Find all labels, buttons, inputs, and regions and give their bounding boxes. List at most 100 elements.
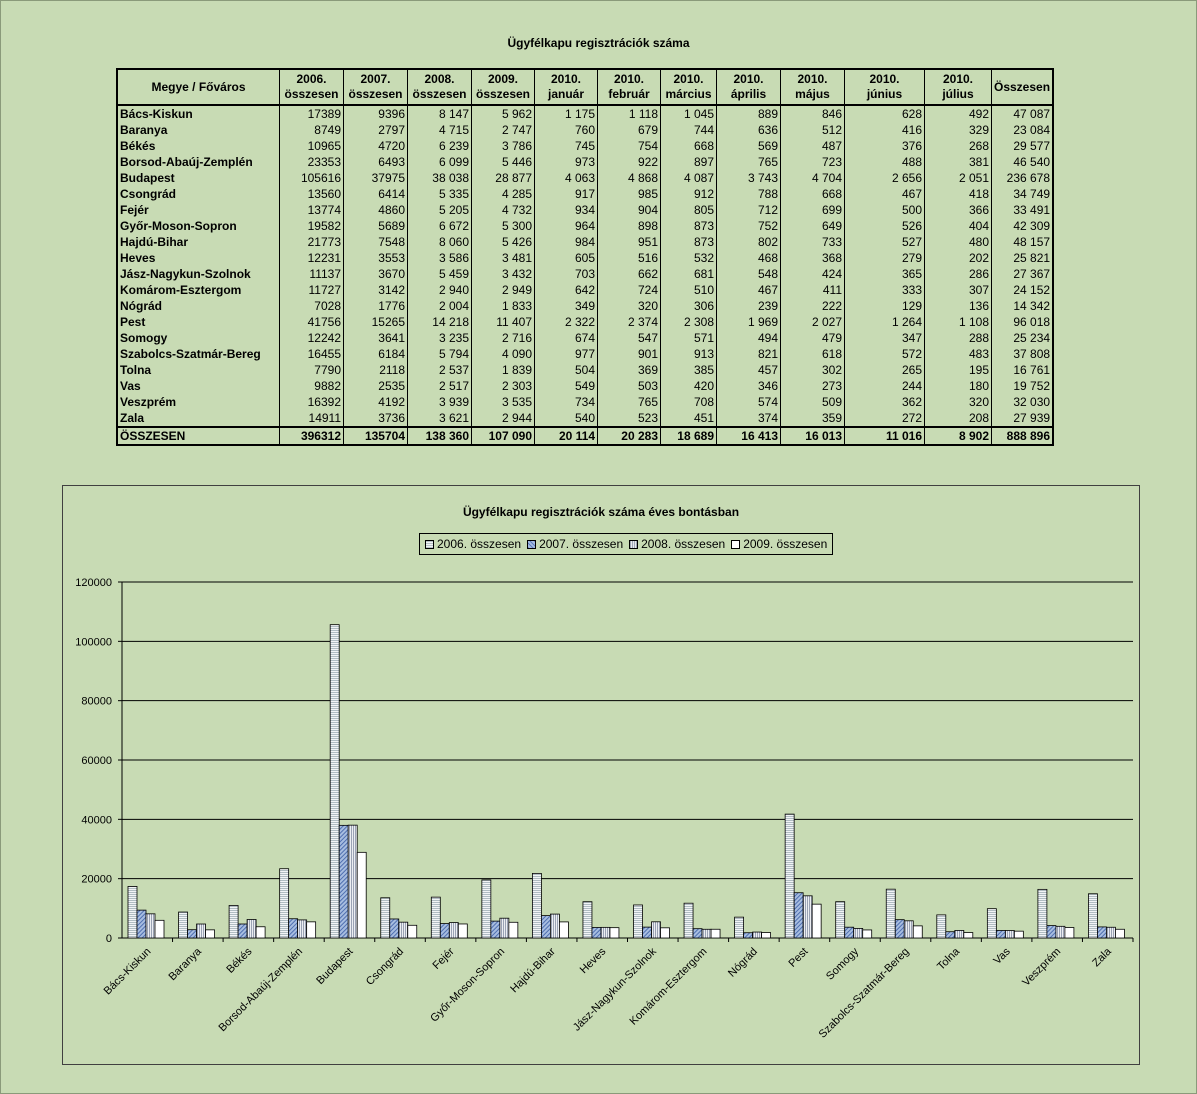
bar — [136, 909, 147, 939]
value-cell: 571 — [660, 330, 717, 346]
value-cell: 5 426 — [471, 234, 535, 250]
table-row: Bács-Kiskun 17389 9396 8 147 5 962 1 175 1 118… — [116, 105, 1054, 122]
value-cell: 416 — [844, 122, 925, 138]
bar — [380, 897, 391, 939]
legend-label: 2007. összesen — [539, 537, 624, 551]
table-row: Fejér 13774 4860 5 205 4 732 934 904 805 712 699 5… — [116, 202, 1054, 218]
table-row: Budapest 105616 37975 38 038 28 877 4 063 4 86… — [116, 170, 1054, 186]
value-cell: 6 099 — [407, 154, 472, 170]
total-row: ÖSSZESEN 396312 135704 138 360 107 090 20 114… — [116, 426, 1054, 445]
value-cell: 1776 — [343, 298, 408, 314]
value-cell: 320 — [924, 394, 992, 410]
value-cell: 32 030 — [991, 394, 1054, 410]
value-cell: 320 — [597, 298, 661, 314]
value-cell: 368 — [780, 250, 845, 266]
value-cell: 6414 — [343, 186, 408, 202]
bar — [761, 932, 771, 939]
value-cell: 898 — [597, 218, 661, 234]
bar — [811, 903, 822, 939]
value-cell: 418 — [924, 186, 992, 202]
bar — [752, 931, 762, 939]
value-cell: 1 118 — [597, 105, 661, 122]
bar — [389, 918, 400, 939]
value-cell: 668 — [660, 138, 717, 154]
bar — [954, 930, 965, 939]
x-tick-label: Pest — [786, 946, 810, 970]
value-cell: 2 303 — [471, 378, 535, 394]
bar — [196, 923, 206, 939]
bar — [407, 924, 418, 939]
value-cell: 302 — [780, 362, 845, 378]
legend-swatch — [425, 539, 434, 549]
bar — [1097, 926, 1107, 939]
county-name-cell: Vas — [116, 378, 280, 394]
value-cell: 723 — [780, 154, 845, 170]
bar — [701, 928, 712, 939]
column-header: 2008. összesen — [407, 68, 472, 106]
x-tick-label: Vas — [991, 945, 1013, 967]
x-tick-label: Bács-Kiskun — [102, 946, 154, 998]
bar — [490, 920, 501, 939]
legend-swatch — [731, 539, 741, 549]
bar — [398, 921, 409, 939]
bar — [793, 892, 804, 939]
value-cell: 2 374 — [597, 314, 661, 330]
x-tick-label: Baranya — [166, 945, 204, 983]
value-cell: 904 — [597, 202, 661, 218]
value-cell: 138 360 — [407, 426, 472, 445]
value-cell: 279 — [844, 250, 925, 266]
bar — [1055, 925, 1066, 939]
value-cell: 369 — [597, 362, 661, 378]
chart-title: Ügyfélkapu regisztrációk száma éves bont… — [462, 505, 740, 519]
column-header-line1: 2010. — [942, 72, 974, 86]
value-cell: 3142 — [343, 282, 408, 298]
x-tick-label: Jász-Nagykun-Szolnok — [571, 945, 659, 1033]
bar — [802, 895, 813, 939]
value-cell: 618 — [780, 346, 845, 362]
value-cell: 4720 — [343, 138, 408, 154]
value-cell: 2 517 — [407, 378, 472, 394]
value-cell: 222 — [780, 298, 845, 314]
column-header: 2010. február — [597, 68, 661, 106]
value-cell: 411 — [780, 282, 845, 298]
value-cell: 272 — [844, 410, 925, 427]
county-name-cell: Pest — [116, 314, 280, 330]
value-cell: 744 — [660, 122, 717, 138]
value-cell: 8749 — [279, 122, 344, 138]
value-cell: 8 147 — [407, 105, 472, 122]
value-cell: 912 — [660, 186, 717, 202]
value-cell: 2118 — [343, 362, 408, 378]
y-tick-label: 40000 — [81, 814, 112, 826]
value-cell: 107 090 — [471, 426, 535, 445]
column-header: 2010. május — [780, 68, 845, 106]
value-cell: 208 — [924, 410, 992, 427]
column-header-line2: július — [942, 87, 974, 101]
bar — [1088, 893, 1098, 939]
bar — [127, 886, 138, 939]
column-header: 2010. július — [924, 68, 992, 106]
value-cell: 16 761 — [991, 362, 1054, 378]
bar — [237, 923, 248, 939]
bar — [540, 915, 551, 939]
value-cell: 2 537 — [407, 362, 472, 378]
value-cell: 5 794 — [407, 346, 472, 362]
value-cell: 273 — [780, 378, 845, 394]
table-row: Vas 9882 2535 2 517 2 303 549 503 420 346 273 244 1… — [116, 378, 1054, 394]
column-header-line1: 2010. — [550, 72, 582, 86]
value-cell: 805 — [660, 202, 717, 218]
value-cell: 480 — [924, 234, 992, 250]
value-cell: 500 — [844, 202, 925, 218]
county-name-cell: Szabolcs-Szatmár-Bereg — [116, 346, 280, 362]
value-cell: 2 940 — [407, 282, 472, 298]
value-cell: 973 — [534, 154, 598, 170]
column-header-line2: összesen — [284, 87, 339, 101]
value-cell: 4192 — [343, 394, 408, 410]
x-tick-label: Tolna — [935, 945, 963, 973]
y-tick-label: 0 — [106, 933, 112, 945]
value-cell: 873 — [660, 218, 717, 234]
county-name-cell: Hajdú-Bihar — [116, 234, 280, 250]
value-cell: 5 446 — [471, 154, 535, 170]
value-cell: 3736 — [343, 410, 408, 427]
value-cell: 699 — [780, 202, 845, 218]
legend-item: 2009. összesen — [731, 537, 827, 551]
